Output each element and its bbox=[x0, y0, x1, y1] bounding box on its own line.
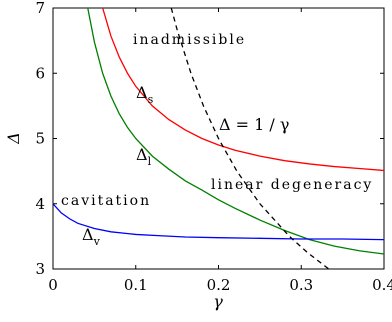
y-tick-label: 4 bbox=[35, 195, 45, 213]
label-delta-v-symbol: Δ bbox=[82, 225, 94, 244]
annotation-cavitation: cavitation bbox=[61, 193, 151, 209]
series-line-1 bbox=[87, 8, 384, 255]
label-delta-v: Δv bbox=[82, 225, 101, 248]
x-tick-labels: 0 0.1 0.2 0.3 0.4 bbox=[48, 276, 392, 294]
label-delta-l: Δl bbox=[136, 145, 152, 168]
label-delta-v-subscript: v bbox=[93, 235, 101, 248]
series-line-2 bbox=[53, 203, 384, 241]
x-tick-label: 0.1 bbox=[124, 276, 148, 294]
y-tick-labels: 3 4 5 6 7 bbox=[35, 0, 45, 278]
y-tick-label: 6 bbox=[35, 64, 45, 82]
x-axis-title: γ bbox=[213, 292, 223, 311]
label-delta-s: Δs bbox=[136, 83, 154, 106]
y-tick-label: 3 bbox=[35, 260, 45, 278]
label-delta-s-subscript: s bbox=[148, 93, 154, 106]
x-tick-label: 0.2 bbox=[207, 276, 231, 294]
annotation-linear-degeneracy: linear degeneracy bbox=[211, 177, 373, 193]
series-line-3 bbox=[170, 8, 330, 269]
label-hyperbola: Δ = 1 / γ bbox=[219, 115, 289, 134]
y-tick-label: 5 bbox=[35, 130, 45, 148]
x-tick-label: 0.4 bbox=[372, 276, 392, 294]
label-delta-l-symbol: Δ bbox=[136, 145, 148, 164]
label-delta-l-subscript: l bbox=[148, 155, 152, 168]
series-line-0 bbox=[102, 8, 384, 172]
y-tick-label: 7 bbox=[35, 0, 45, 17]
y-axis-title: Δ bbox=[4, 132, 23, 145]
annotation-inadmissible: inadmissible bbox=[133, 32, 246, 48]
series-layer bbox=[53, 8, 384, 269]
label-delta-s-symbol: Δ bbox=[136, 83, 148, 102]
x-tick-label: 0 bbox=[48, 276, 58, 294]
x-tick-label: 0.3 bbox=[289, 276, 313, 294]
